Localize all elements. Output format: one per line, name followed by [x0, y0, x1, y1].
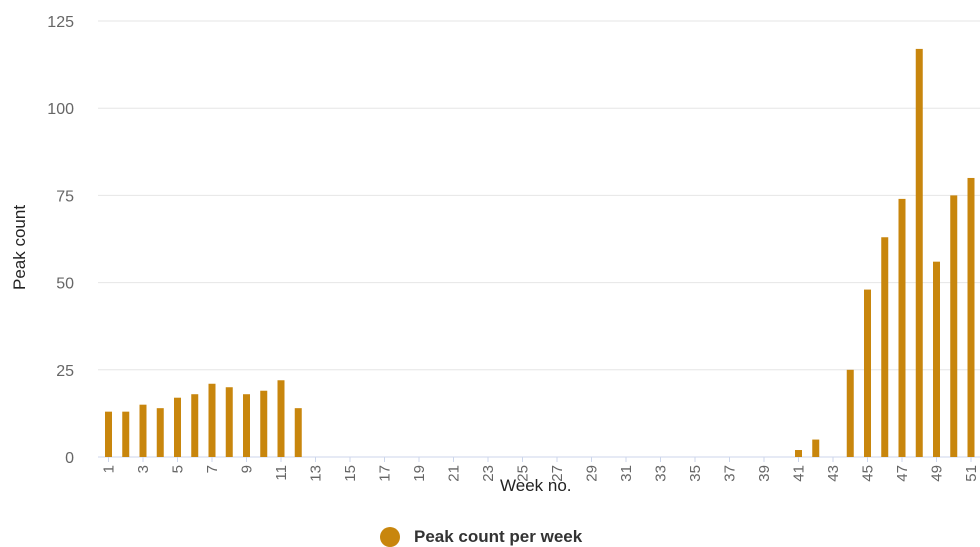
x-tick-label: 11 — [273, 465, 290, 481]
y-tick-label: 50 — [56, 276, 74, 293]
bar[interactable] — [208, 383, 216, 457]
x-tick-label: 37 — [722, 465, 739, 482]
x-axis-title: Week no. — [500, 476, 572, 495]
x-tick-label: 29 — [584, 465, 601, 482]
bar[interactable] — [881, 237, 889, 457]
y-tick-label: 125 — [47, 14, 74, 31]
bar[interactable] — [950, 195, 958, 457]
x-tick-label: 27 — [549, 465, 566, 482]
bar[interactable] — [139, 404, 147, 457]
x-tick-label: 15 — [342, 465, 359, 482]
x-tick-label: 41 — [791, 465, 808, 482]
bar[interactable] — [174, 397, 181, 457]
x-tick-label: 39 — [756, 465, 773, 482]
x-tick-label: 3 — [135, 465, 152, 473]
x-tick-label: 7 — [204, 465, 221, 473]
bar[interactable] — [933, 261, 940, 457]
x-tick-label: 9 — [239, 465, 256, 473]
bar[interactable] — [812, 439, 820, 457]
x-tick-label: 13 — [308, 465, 325, 482]
bar[interactable] — [260, 390, 268, 457]
bar[interactable] — [122, 411, 130, 457]
x-tick-label: 31 — [618, 465, 635, 482]
bar[interactable] — [277, 380, 285, 457]
x-tick-label: 49 — [929, 465, 946, 482]
legend-swatch — [380, 527, 400, 547]
bar[interactable] — [243, 394, 250, 457]
x-tick-label: 47 — [894, 465, 911, 482]
legend-label: Peak count per week — [414, 527, 583, 546]
legend[interactable]: Peak count per week — [380, 527, 582, 547]
x-tick-label: 45 — [860, 465, 877, 482]
x-tick-label: 51 — [963, 465, 980, 482]
bar[interactable] — [915, 48, 923, 458]
bar[interactable] — [795, 450, 802, 457]
x-tick-label: 33 — [653, 465, 670, 482]
y-tick-label: 0 — [65, 450, 74, 467]
x-tick-label: 21 — [446, 465, 463, 482]
x-tick-label: 17 — [377, 465, 394, 482]
bar[interactable] — [191, 394, 199, 457]
bar[interactable] — [105, 411, 112, 457]
bar[interactable] — [294, 408, 302, 457]
bar[interactable] — [967, 177, 975, 457]
y-tick-label: 75 — [56, 188, 74, 205]
bar[interactable] — [156, 408, 164, 457]
bar[interactable] — [898, 198, 906, 457]
x-tick-label: 43 — [825, 465, 842, 482]
x-tick-label: 23 — [480, 465, 497, 482]
x-tick-label: 25 — [515, 465, 532, 482]
y-tick-label: 25 — [56, 363, 74, 380]
x-tick-label: 1 — [101, 465, 118, 473]
bar[interactable] — [225, 387, 233, 457]
y-tick-label: 100 — [47, 101, 74, 118]
bar[interactable] — [846, 369, 854, 457]
bar[interactable] — [864, 289, 871, 457]
y-axis-title: Peak count — [10, 204, 29, 290]
x-tick-label: 35 — [687, 465, 704, 482]
x-tick-label: 19 — [411, 465, 428, 482]
x-tick-label: 5 — [170, 465, 187, 473]
